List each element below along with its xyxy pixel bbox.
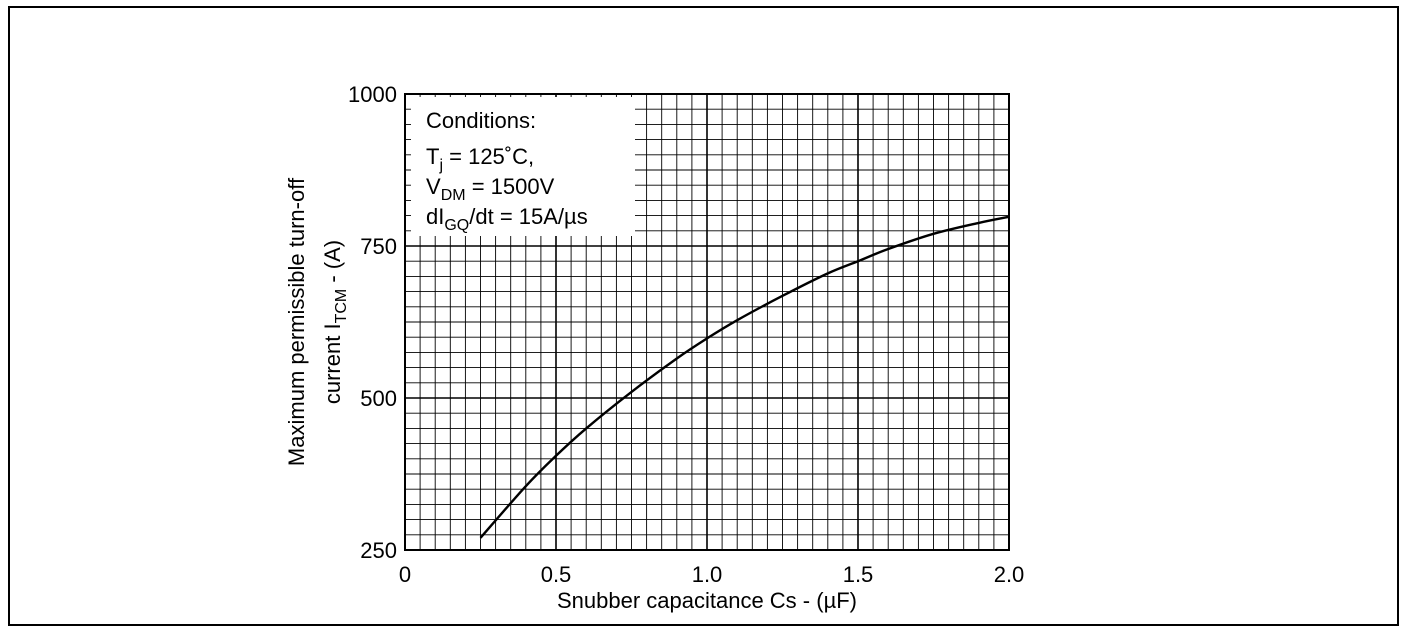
x-tick-label: 0.5 bbox=[541, 562, 572, 587]
x-tick-label: 1.5 bbox=[843, 562, 874, 587]
series-layer bbox=[479, 215, 1010, 539]
y-tick-label: 250 bbox=[360, 538, 397, 563]
y-axis-label-line2: current ITCM - (A) bbox=[320, 240, 350, 404]
condition-digq: dIGQ/dt = 15A/µs bbox=[426, 204, 588, 234]
x-tick-label: 1.0 bbox=[692, 562, 723, 587]
plot-border bbox=[404, 93, 1010, 551]
x-tick-label: 2.0 bbox=[994, 562, 1025, 587]
tick-labels: 0 0.5 1.0 1.5 2.0 250 500 750 1000 bbox=[348, 82, 1024, 587]
condition-vdm: VDM = 1500V bbox=[426, 174, 555, 204]
conditions-heading: Conditions: bbox=[426, 108, 536, 133]
x-axis-label: Snubber capacitance Cs - (µF) bbox=[557, 588, 857, 613]
conditions-box bbox=[411, 97, 635, 236]
y-tick-label: 1000 bbox=[348, 82, 397, 107]
y-tick-label: 750 bbox=[360, 234, 397, 259]
y-axis-label-line1: Maximum permissible turn-off bbox=[284, 177, 309, 466]
condition-tj: Tj = 125˚C, bbox=[426, 144, 534, 174]
series-line-0 bbox=[479, 215, 1010, 539]
y-tick-label: 500 bbox=[360, 386, 397, 411]
x-tick-label: 0 bbox=[399, 562, 411, 587]
